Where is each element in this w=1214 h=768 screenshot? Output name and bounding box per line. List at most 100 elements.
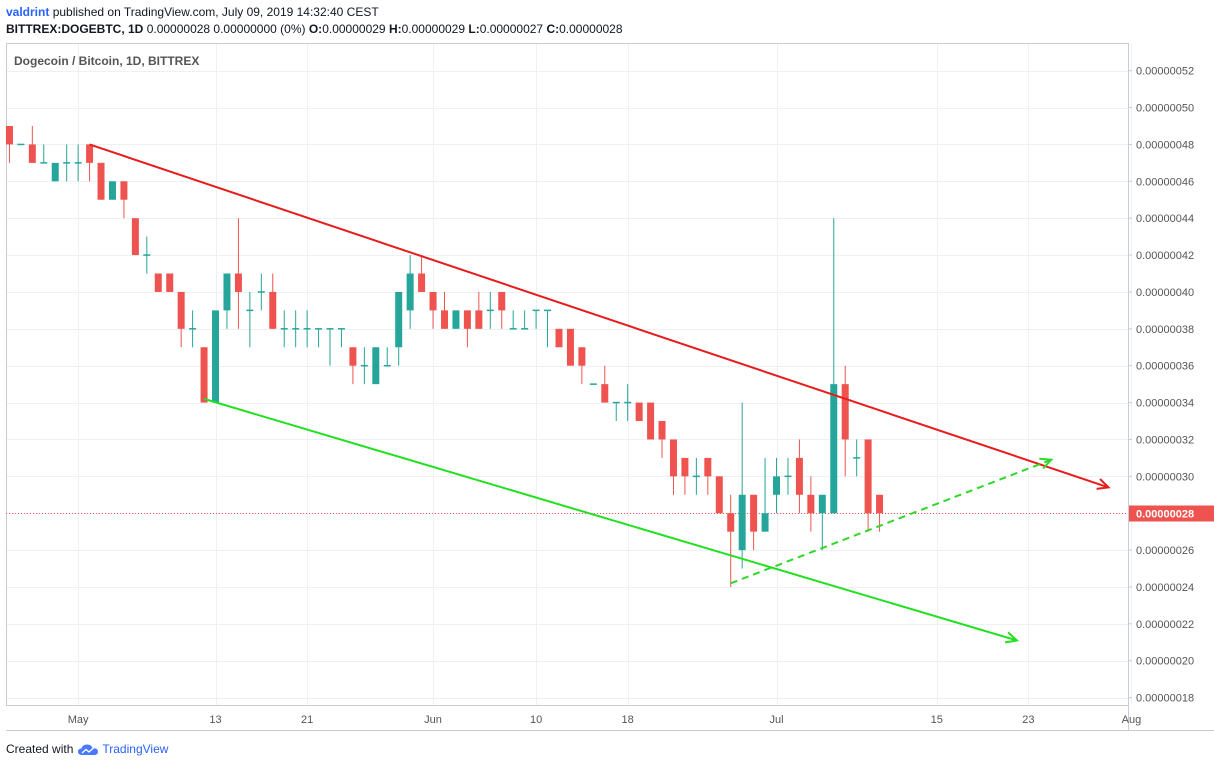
candle	[63, 144, 71, 182]
price-axis-label: 0.00000036	[1136, 361, 1194, 373]
candle-body	[234, 273, 242, 292]
candle-body	[177, 291, 185, 329]
price-axis-label: 0.00000044	[1136, 213, 1194, 225]
candle	[486, 291, 494, 329]
candle	[349, 347, 357, 385]
plot-frame	[6, 43, 1129, 706]
candle	[257, 273, 265, 311]
candle	[40, 144, 48, 164]
candle-body	[108, 181, 116, 200]
candle	[727, 494, 735, 587]
candle-body	[498, 291, 506, 311]
brand-label: TradingView	[102, 742, 169, 756]
high-value: 0.00000029	[401, 22, 466, 36]
candle	[223, 273, 231, 329]
candle	[498, 291, 506, 329]
candle	[761, 457, 769, 532]
candle	[189, 310, 197, 348]
candle-body	[715, 476, 723, 514]
candle	[108, 181, 116, 200]
candle-body	[166, 273, 174, 292]
candle	[635, 402, 643, 422]
candle	[830, 218, 838, 514]
candle	[841, 365, 849, 477]
candle	[521, 310, 529, 330]
candle	[795, 439, 803, 514]
time-axis-label: Jun	[424, 714, 442, 726]
price-axis-label: 0.00000026	[1136, 545, 1194, 557]
candle	[154, 273, 162, 292]
candle-body	[372, 347, 380, 385]
candle	[326, 328, 334, 366]
candle	[624, 384, 632, 422]
price-axis-label: 0.00000046	[1136, 176, 1194, 188]
price-axis-label: 0.00000048	[1136, 139, 1194, 151]
candle-body	[727, 513, 735, 532]
candle-body	[418, 273, 426, 292]
candle	[74, 144, 82, 182]
candle-body	[669, 439, 677, 477]
price-axis[interactable]: 0.00000018 0.00000020 0.00000022 0.00000024…	[1128, 66, 1194, 705]
candle-body	[212, 310, 220, 403]
candle	[715, 476, 723, 514]
candle	[406, 255, 414, 329]
price-axis-label: 0.00000040	[1136, 287, 1194, 299]
candle	[818, 494, 826, 551]
candle-body	[658, 421, 666, 440]
price-axis-label: 0.00000032	[1136, 434, 1194, 446]
publish-info: valdrint published on TradingView.com, J…	[6, 5, 379, 19]
candle	[566, 328, 574, 366]
candle	[647, 402, 655, 440]
candle	[212, 310, 220, 403]
candle-body	[841, 384, 849, 440]
support-trendline[interactable]	[203, 397, 1018, 642]
open-key: O:	[308, 22, 323, 36]
price-axis-label: 0.00000034	[1136, 398, 1194, 410]
time-axis-label: 21	[301, 714, 313, 726]
price-axis-label: 0.00000052	[1136, 66, 1194, 78]
candle-body	[738, 494, 746, 551]
candle	[246, 291, 254, 348]
candle	[692, 457, 700, 495]
candle	[131, 218, 139, 256]
candle-body	[51, 162, 59, 182]
candle	[440, 291, 448, 329]
candle	[773, 457, 781, 514]
price-axis-label: 0.00000024	[1136, 582, 1194, 594]
candle-body	[463, 310, 471, 329]
close-key: C:	[546, 22, 560, 36]
price-axis-label: 0.00000042	[1136, 250, 1194, 262]
candle-body	[475, 310, 483, 329]
candle	[853, 439, 861, 477]
candle-body	[566, 328, 574, 366]
time-axis[interactable]: May 13 21 Jun 10 18 Jul 15 23 Aug	[68, 714, 1141, 726]
candle-body	[578, 347, 586, 366]
candle	[166, 273, 174, 292]
candle	[612, 401, 620, 422]
created-with-label: Created with	[6, 742, 74, 756]
candle	[532, 309, 540, 329]
candle	[578, 347, 586, 385]
candle	[681, 457, 689, 495]
candle-body	[200, 347, 208, 403]
candle-body	[28, 144, 36, 163]
candle-body	[876, 494, 884, 514]
author-link[interactable]: valdrint	[6, 5, 50, 19]
candle	[452, 310, 460, 329]
candle-body	[761, 513, 769, 532]
tradingview-brand-link[interactable]: TradingView	[77, 742, 168, 756]
candle	[86, 144, 94, 182]
candle-body	[830, 384, 838, 514]
candle	[784, 457, 792, 495]
trendlines-layer[interactable]	[89, 143, 1111, 644]
resistance-arrowhead	[1096, 478, 1111, 490]
candle	[669, 439, 677, 495]
chart-grid	[6, 43, 1132, 705]
candle-body	[864, 439, 872, 514]
rising-support-arrowhead	[1039, 457, 1054, 470]
candle	[463, 310, 471, 348]
rising-support-trendline[interactable]	[730, 458, 1052, 585]
resistance-trendline[interactable]	[89, 143, 1109, 489]
candle	[395, 291, 403, 366]
